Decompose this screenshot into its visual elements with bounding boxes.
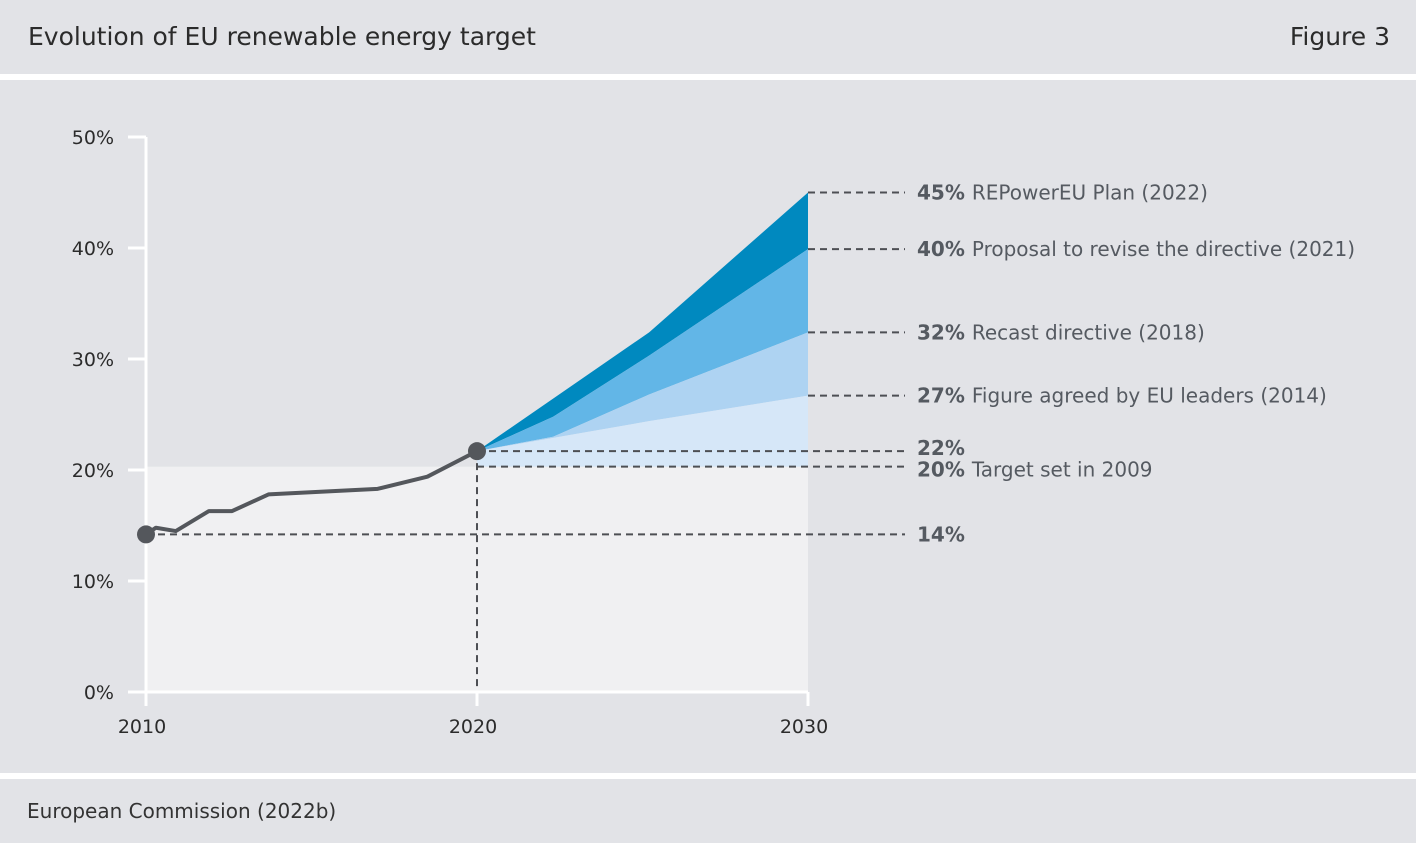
band-proposal-2021 bbox=[477, 249, 808, 452]
annotation-text: Target set in 2009 bbox=[971, 458, 1153, 482]
x-tick-label: 2030 bbox=[780, 716, 828, 738]
annotation-value: 20% bbox=[917, 458, 965, 482]
source-note: European Commission (2022b) bbox=[27, 799, 337, 823]
annotation-value: 14% bbox=[917, 522, 965, 546]
y-tick-label: 50% bbox=[72, 127, 114, 149]
annotation-value: 32% bbox=[917, 320, 965, 344]
annotations-layer: 45% REPowerEU Plan (2022) 40% Proposal to r… bbox=[917, 181, 1355, 547]
target-bands-layer bbox=[477, 192, 808, 467]
data-point-marker bbox=[137, 525, 155, 544]
annotation-label: 22% bbox=[917, 436, 965, 460]
annotation-value: 45% bbox=[917, 181, 965, 205]
chart-svg: 0% 10% 20% 30% 40% 50% 2010 2020 2030 45% REPower… bbox=[72, 127, 1355, 738]
annotation-value: 22% bbox=[917, 436, 965, 460]
chart-panel: 0% 10% 20% 30% 40% 50% 2010 2020 2030 45% REPower… bbox=[0, 80, 1416, 773]
y-tick-label: 20% bbox=[72, 460, 114, 482]
band-recast-2018 bbox=[477, 332, 808, 452]
annotation-value: 40% bbox=[917, 237, 965, 261]
annotation-label: 32% Recast directive (2018) bbox=[917, 320, 1205, 344]
header-bar: Evolution of EU renewable energy target … bbox=[0, 0, 1416, 74]
actual-share-line bbox=[144, 449, 478, 537]
annotation-label: 27% Figure agreed by EU leaders (2014) bbox=[917, 384, 1327, 408]
annotation-label: 20% Target set in 2009 bbox=[917, 458, 1153, 482]
annotation-value: 27% bbox=[917, 384, 965, 408]
figure-number: Figure 3 bbox=[1289, 22, 1390, 51]
x-tick-label: 2020 bbox=[449, 716, 497, 738]
y-tick-label: 0% bbox=[84, 682, 114, 704]
axes-layer: 0% 10% 20% 30% 40% 50% 2010 2020 2030 bbox=[72, 127, 828, 738]
footer-bar: European Commission (2022b) bbox=[0, 779, 1416, 843]
y-tick-label: 40% bbox=[72, 238, 114, 260]
annotation-text: Recast directive (2018) bbox=[972, 320, 1205, 344]
annotation-text: Proposal to revise the directive (2021) bbox=[972, 237, 1355, 261]
annotation-text: REPowerEU Plan (2022) bbox=[972, 181, 1208, 205]
band-leaders-2014 bbox=[477, 395, 808, 467]
x-tick-label: 2010 bbox=[118, 716, 166, 738]
y-tick-label: 30% bbox=[72, 349, 114, 371]
actual-share-layer bbox=[137, 442, 486, 544]
annotation-label: 40% Proposal to revise the directive (202… bbox=[917, 237, 1355, 261]
annotation-label: 45% REPowerEU Plan (2022) bbox=[917, 181, 1208, 205]
data-point-marker bbox=[468, 442, 486, 461]
leader-lines-layer bbox=[146, 191, 905, 692]
annotation-text: Figure agreed by EU leaders (2014) bbox=[972, 384, 1327, 408]
chart-title: Evolution of EU renewable energy target bbox=[28, 22, 536, 51]
annotation-label: 14% bbox=[917, 522, 965, 546]
y-tick-label: 10% bbox=[72, 571, 114, 593]
